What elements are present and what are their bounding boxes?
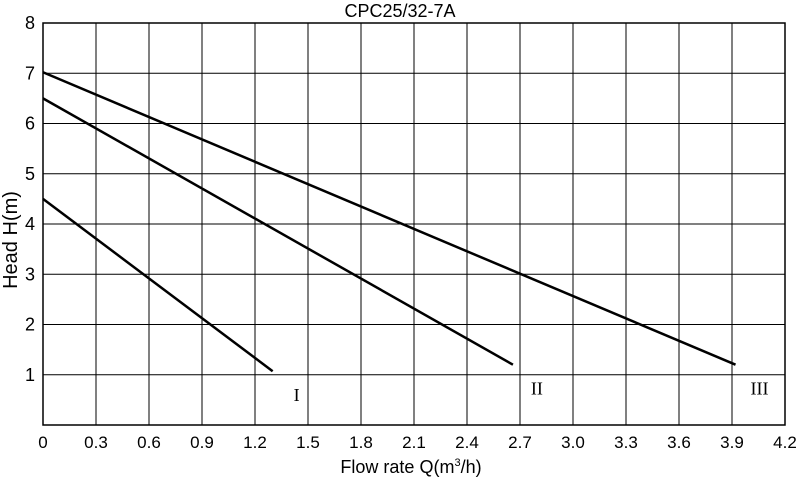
- series-line-I: [42, 197, 274, 373]
- chart-title: CPC25/32-7A: [344, 1, 455, 21]
- y-tick-label: 8: [25, 13, 35, 33]
- y-tick-label: 2: [25, 315, 35, 335]
- plot-area: [42, 22, 786, 426]
- series-line-II: [42, 97, 514, 366]
- grid-lines: [43, 23, 785, 425]
- x-tick-label: 2.1: [402, 433, 426, 452]
- series-labels: I II III: [294, 379, 769, 406]
- y-tick-label: 5: [25, 164, 35, 184]
- series-layer: [42, 71, 737, 373]
- y-axis-label: Head H(m): [0, 191, 22, 289]
- x-tick-label: 2.7: [508, 433, 532, 452]
- x-tick-label: 0.9: [190, 433, 214, 452]
- x-tick-label: 1.5: [296, 433, 320, 452]
- y-axis-ticks: 1 2 3 4 5 6 7 8: [25, 13, 35, 385]
- series-label-II: II: [531, 379, 543, 399]
- y-tick-label: 1: [25, 365, 35, 385]
- y-tick-label: 4: [25, 214, 35, 234]
- x-tick-label: 1.8: [349, 433, 373, 452]
- x-tick-label: 1.2: [243, 433, 267, 452]
- x-tick-label: 3.9: [720, 433, 744, 452]
- x-tick-label: 3.0: [561, 433, 585, 452]
- y-tick-label: 7: [25, 63, 35, 83]
- x-tick-label: 0: [38, 433, 47, 452]
- x-tick-label: 3.6: [667, 433, 691, 452]
- x-tick-label: 0.3: [84, 433, 108, 452]
- y-tick-label: 3: [25, 264, 35, 284]
- y-tick-label: 6: [25, 114, 35, 134]
- x-axis-label: Flow rate Q(m3/h): [340, 457, 481, 477]
- series-line-III: [42, 71, 737, 366]
- series-label-I: I: [294, 385, 300, 405]
- x-tick-label: 0.6: [137, 433, 161, 452]
- series-label-III: III: [751, 379, 769, 399]
- x-tick-label: 2.4: [455, 433, 479, 452]
- x-tick-label: 4.2: [773, 433, 797, 452]
- x-tick-label: 3.3: [614, 433, 638, 452]
- x-axis-ticks: 0 0.3 0.6 0.9 1.2 1.5 1.8 2.1 2.4 2.7 3.0 3.3 3.6 3.9…: [38, 433, 797, 452]
